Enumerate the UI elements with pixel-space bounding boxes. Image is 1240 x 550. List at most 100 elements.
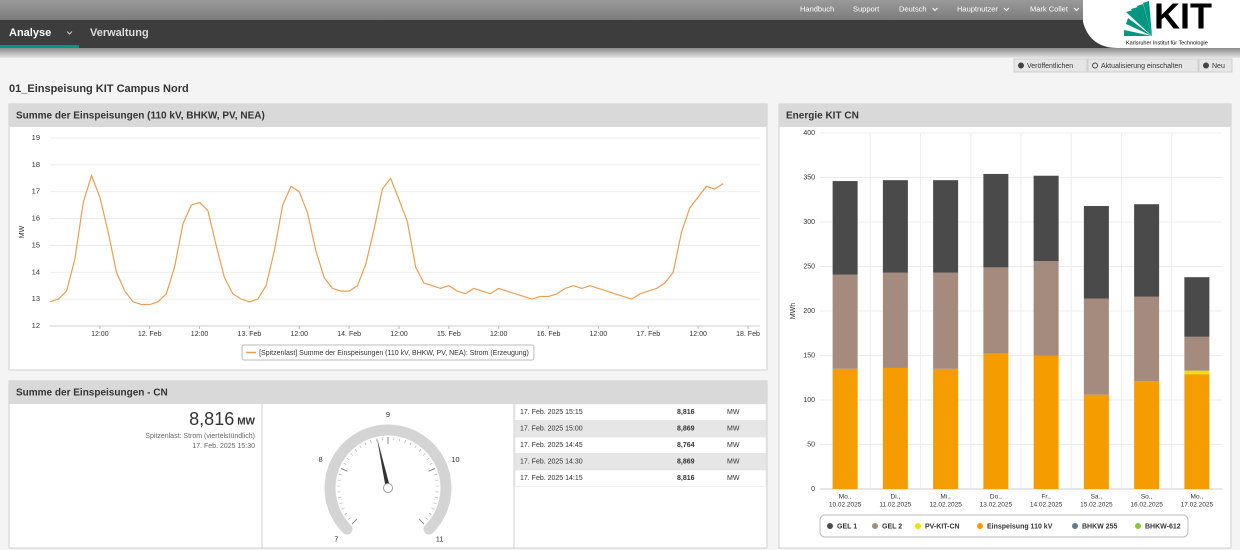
y-tick-label: 18 bbox=[32, 160, 40, 169]
legend-label[interactable]: Einspeisung 110 kV bbox=[987, 523, 1053, 530]
legend-label[interactable]: BHKW 255 bbox=[1082, 523, 1118, 530]
kpi-label: Spitzenlast: Strom (viertelstündlich) bbox=[145, 433, 255, 440]
x-tick-label: 17.02.2025 bbox=[1181, 502, 1214, 509]
x-tick-label: 12:00 bbox=[689, 331, 707, 338]
panel-header bbox=[9, 104, 767, 127]
bar-segment bbox=[933, 368, 959, 489]
toolbar-button[interactable] bbox=[1087, 58, 1199, 73]
x-tick-label: 12. Feb bbox=[138, 331, 162, 338]
gauge-minor-tick bbox=[414, 445, 417, 449]
panel-header bbox=[9, 381, 767, 404]
toolbar-button-label[interactable]: Aktualisierung einschalten bbox=[1101, 63, 1182, 70]
bar-segment bbox=[933, 180, 959, 273]
legend-swatch bbox=[915, 523, 921, 529]
y-tick-label: 15 bbox=[32, 240, 40, 249]
bar-segment bbox=[1083, 205, 1109, 299]
gauge-rim bbox=[324, 424, 452, 535]
legend-label[interactable]: GEL 1 bbox=[837, 523, 857, 530]
table-cell: 17. Feb. 2025 14:30 bbox=[520, 458, 583, 465]
x-tick-label: 17. Feb bbox=[636, 331, 660, 338]
header-link[interactable]: Deutsch bbox=[899, 4, 927, 13]
chevron bbox=[932, 7, 938, 12]
bar-segment bbox=[1033, 175, 1059, 262]
bar-segment bbox=[1184, 370, 1210, 375]
table-cell: 8,869 bbox=[677, 458, 695, 465]
x-tick-label: 12:00 bbox=[490, 331, 508, 338]
legend-label[interactable]: PV-KIT-CN bbox=[925, 523, 960, 530]
bar-segment bbox=[1134, 204, 1160, 297]
x-tick-label: Do., bbox=[990, 494, 1002, 501]
legend-swatch bbox=[977, 523, 983, 529]
button-icon bbox=[1203, 62, 1209, 69]
panel-title: Summe der Einspeisungen (110 kV, BHKW, P… bbox=[16, 111, 265, 122]
toolbar-button[interactable] bbox=[1198, 58, 1233, 73]
data-line bbox=[49, 173, 724, 306]
gauge-minor-tick bbox=[370, 440, 372, 444]
gauge-minor-tick bbox=[354, 449, 358, 452]
bar-segment bbox=[1184, 336, 1210, 371]
gauge-minor-tick bbox=[347, 517, 351, 520]
toolbar-button[interactable] bbox=[1013, 58, 1088, 73]
gauge-minor-tick bbox=[344, 512, 348, 515]
x-tick-label: 14.02.2025 bbox=[1030, 502, 1063, 509]
bar-segment bbox=[1083, 394, 1109, 489]
x-tick-label: Fr., bbox=[1041, 494, 1051, 501]
legend-swatch bbox=[1135, 523, 1141, 529]
x-tick-label: 13.02.2025 bbox=[980, 502, 1013, 509]
table-cell: 17. Feb. 2025 14:45 bbox=[520, 442, 583, 449]
bar-segment bbox=[882, 272, 908, 368]
legend-swatch bbox=[1072, 523, 1078, 529]
gauge-minor-tick bbox=[434, 473, 438, 476]
x-tick-label: Mo., bbox=[839, 494, 852, 501]
tab[interactable]: Analyse bbox=[9, 27, 51, 39]
bar-segment bbox=[832, 368, 858, 489]
header-link[interactable]: Hauptnutzer bbox=[957, 4, 998, 13]
toolbar-button-label[interactable]: Neu bbox=[1212, 63, 1225, 70]
button-icon bbox=[1018, 62, 1024, 69]
gauge-tick-label: 10 bbox=[451, 455, 459, 464]
bar-segment bbox=[1083, 298, 1109, 395]
gauge-minor-tick bbox=[375, 438, 378, 442]
gauge-minor-tick bbox=[339, 502, 343, 505]
legend-box bbox=[241, 344, 535, 361]
y-tick-label: 14 bbox=[32, 267, 40, 276]
tab[interactable]: Verwaltung bbox=[90, 27, 149, 39]
gauge-tick-label: 11 bbox=[436, 535, 444, 544]
legend-label[interactable]: [Spitzenlast] Summe der Einspeisungen (1… bbox=[259, 350, 529, 357]
logo-fan bbox=[1126, 10, 1152, 36]
x-tick-label: So., bbox=[1141, 494, 1153, 501]
bar-segment bbox=[1033, 355, 1059, 489]
x-tick-label: Mo., bbox=[1191, 494, 1204, 501]
bar-segment bbox=[1134, 381, 1160, 489]
legend-box bbox=[819, 514, 1189, 538]
gauge-tick-label: 7 bbox=[334, 535, 338, 544]
legend-swatch bbox=[827, 523, 833, 529]
legend-label[interactable]: GEL 2 bbox=[882, 523, 902, 530]
bar-segment bbox=[1184, 277, 1210, 337]
gauge-minor-tick bbox=[346, 457, 350, 461]
y-tick-label: 16 bbox=[32, 214, 40, 223]
table-cell: MW bbox=[727, 409, 740, 416]
gauge-tick bbox=[428, 468, 436, 472]
logo-text: KIT bbox=[1154, 0, 1212, 37]
x-tick-label: 12:00 bbox=[91, 331, 109, 338]
x-tick-label: Sa., bbox=[1091, 494, 1103, 501]
gauge-minor-tick bbox=[341, 507, 345, 510]
legend-label[interactable]: BHKW-612 bbox=[1145, 523, 1181, 530]
toolbar-button-label[interactable]: Veröffentlichen bbox=[1027, 63, 1073, 70]
y-tick-label: 17 bbox=[32, 187, 40, 196]
gauge-minor-tick bbox=[428, 512, 432, 515]
table-cell: 8,869 bbox=[677, 425, 695, 432]
table-cell: 17. Feb. 2025 14:15 bbox=[520, 475, 583, 482]
gauge-minor-tick bbox=[418, 449, 422, 452]
header-link[interactable]: Mark Collet bbox=[1030, 4, 1069, 13]
x-tick-label: 15.02.2025 bbox=[1080, 502, 1113, 509]
header-link[interactable]: Handbuch bbox=[800, 4, 834, 13]
gauge-tick bbox=[351, 518, 358, 525]
x-tick-label: 13. Feb bbox=[238, 331, 262, 338]
header-link[interactable]: Support bbox=[853, 4, 880, 13]
gauge-tick-label: 9 bbox=[386, 410, 390, 419]
x-tick-label: 10.02.2025 bbox=[829, 502, 862, 509]
